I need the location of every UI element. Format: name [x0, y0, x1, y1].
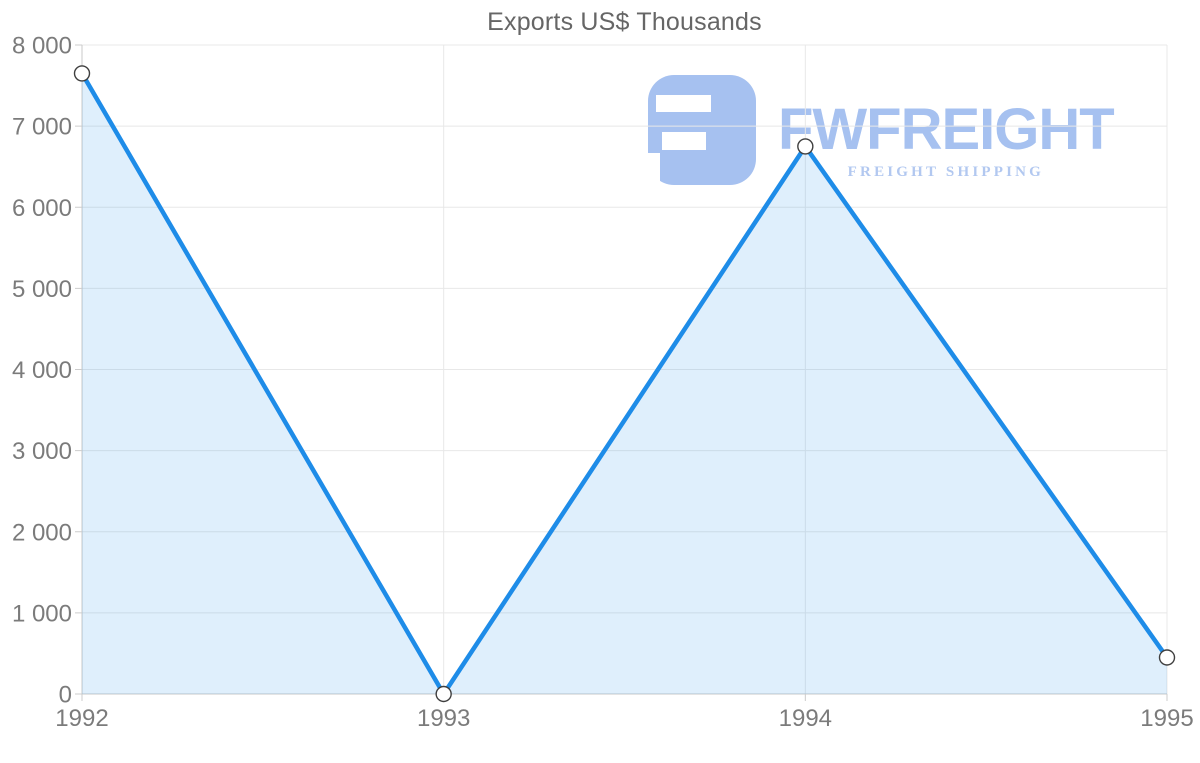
series-area-fill — [82, 73, 1167, 695]
y-tick-label: 0 — [59, 682, 72, 709]
y-tick-label: 5 000 — [12, 276, 72, 303]
data-point-marker[interactable] — [435, 685, 452, 703]
data-point-marker[interactable] — [797, 138, 814, 155]
series-markers — [73, 65, 1176, 703]
x-tick-label: 1992 — [55, 705, 108, 732]
y-tick-label: 6 000 — [12, 195, 72, 222]
y-tick-label: 3 000 — [12, 438, 72, 465]
x-tick-label: 1994 — [779, 705, 832, 732]
data-point-marker[interactable] — [1158, 649, 1176, 666]
y-tick-label: 7 000 — [12, 114, 72, 141]
y-tick-label: 8 000 — [12, 33, 72, 60]
fwfreight-logo-icon — [648, 75, 756, 185]
x-axis-labels: 1992 1993 1994 1995 — [55, 705, 1193, 732]
series-line — [79, 71, 1170, 697]
fwfreight-watermark: FWFREIGHT FREIGHT SHIPPING — [648, 75, 1115, 185]
y-tick-label: 1 000 — [12, 600, 72, 627]
data-point-marker[interactable] — [73, 65, 91, 82]
y-tick-label: 4 000 — [12, 357, 72, 384]
y-tick-label: 2 000 — [12, 519, 72, 546]
x-tick-label: 1995 — [1140, 705, 1193, 732]
watermark-tagline-text: FREIGHT SHIPPING — [847, 164, 1045, 180]
grid-lines — [82, 44, 1168, 694]
y-axis-labels: 0 1 000 2 000 3 000 4 000 5 000 6 000 7 000 8 00… — [12, 33, 72, 709]
watermark-brand-text: FWFREIGHT — [778, 97, 1115, 162]
chart-title: Exports US$ Thousands — [487, 8, 762, 36]
x-tick-label: 1993 — [417, 705, 470, 732]
